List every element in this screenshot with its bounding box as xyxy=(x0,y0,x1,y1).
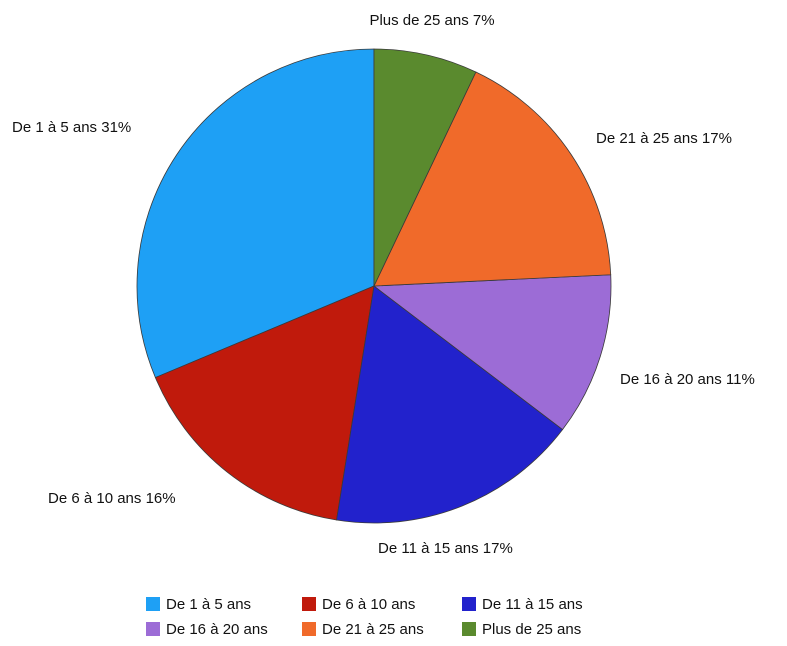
pie-slice-de-11-a-15-ans xyxy=(336,285,564,524)
legend-swatch xyxy=(302,622,316,636)
data-label-de-11-a-15-ans: De 11 à 15 ans 17% xyxy=(378,540,513,557)
legend-label: De 21 à 25 ans xyxy=(322,621,424,638)
legend-item-de-21-a-25-ans: De 21 à 25 ans xyxy=(302,621,424,638)
data-label-plus-de-25-ans: Plus de 25 ans 7% xyxy=(369,12,494,29)
chart-legend: De 1 à 5 ans De 6 à 10 ans De 11 à 15 ans D… xyxy=(146,596,583,638)
legend-item-de-6-a-10-ans: De 6 à 10 ans xyxy=(302,596,415,613)
legend-swatch xyxy=(462,622,476,636)
legend-item-plus-de-25-ans: Plus de 25 ans xyxy=(462,621,581,638)
legend-label: De 6 à 10 ans xyxy=(322,596,415,613)
pie-slice-plus-de-25-ans xyxy=(373,48,477,287)
pie-slice-de-16-a-20-ans xyxy=(372,274,612,431)
pie-slice-de-21-a-25-ans xyxy=(373,71,612,287)
pie-slices xyxy=(136,48,612,524)
legend-label: De 11 à 15 ans xyxy=(482,596,583,613)
data-label-de-6-a-10-ans: De 6 à 10 ans 16% xyxy=(48,490,176,507)
pie-data-labels: De 1 à 5 ans 31% De 6 à 10 ans 16% De 11 à… xyxy=(12,12,755,557)
legend-label: De 16 à 20 ans xyxy=(166,621,268,638)
legend-swatch xyxy=(302,597,316,611)
legend-label: De 1 à 5 ans xyxy=(166,596,251,613)
legend-item-de-11-a-15-ans: De 11 à 15 ans xyxy=(462,596,583,613)
data-label-de-21-a-25-ans: De 21 à 25 ans 17% xyxy=(596,130,732,147)
legend-swatch xyxy=(462,597,476,611)
legend-item-de-16-a-20-ans: De 16 à 20 ans xyxy=(146,621,268,638)
legend-label: Plus de 25 ans xyxy=(482,621,581,638)
legend-swatch xyxy=(146,622,160,636)
legend-item-de-1-a-5-ans: De 1 à 5 ans xyxy=(146,596,251,613)
data-label-de-16-a-20-ans: De 16 à 20 ans 11% xyxy=(620,371,755,388)
data-label-de-1-a-5-ans: De 1 à 5 ans 31% xyxy=(12,119,131,136)
pie-slice-de-1-a-5-ans xyxy=(136,48,375,379)
pie-slice-de-6-a-10-ans xyxy=(154,285,375,521)
legend-swatch xyxy=(146,597,160,611)
